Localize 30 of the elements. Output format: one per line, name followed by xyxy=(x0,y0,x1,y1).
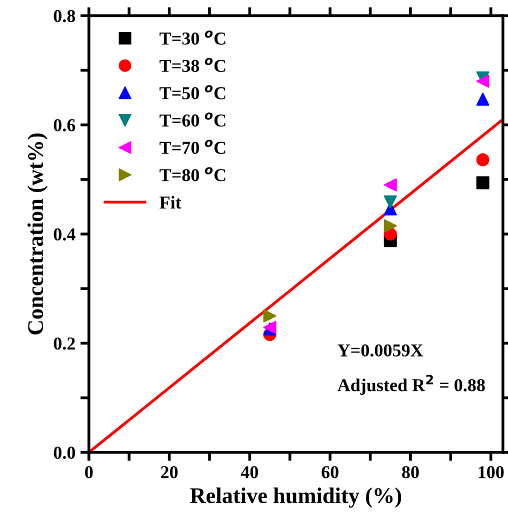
point xyxy=(384,178,397,192)
x-tick-label: 0 xyxy=(85,466,93,478)
y-tick-label: 0.6 xyxy=(54,119,76,132)
x-tick-label: 40 xyxy=(240,466,258,478)
x-tick-label: 100 xyxy=(478,466,504,478)
legend-label: T=50 $^{o}$C xyxy=(160,85,226,100)
legend-label: T=70 $^{o}$C xyxy=(160,140,226,154)
point xyxy=(476,74,490,88)
x-axis-title: Relative humidity (%) xyxy=(190,488,402,508)
point xyxy=(476,92,490,106)
point xyxy=(384,195,397,208)
x-tick-label: 60 xyxy=(322,466,338,478)
point xyxy=(476,153,490,166)
legend-label: T=30 $^{o}$C xyxy=(160,30,226,45)
x-tick-label: 20 xyxy=(161,466,178,478)
y-tick-label: 0.0 xyxy=(54,446,76,459)
legend-label: T=60 $^{o}$C xyxy=(160,112,226,127)
annotation: Y=0.0059X xyxy=(338,344,424,357)
point xyxy=(476,176,490,190)
legend-label: T=80 $^{o}$C xyxy=(160,167,226,182)
point xyxy=(263,309,276,322)
y-tick-label: 0.8 xyxy=(54,10,76,22)
y-axis-title: Concentration (wt%) xyxy=(27,133,48,334)
legend-label: Fit xyxy=(160,196,182,209)
annotation: Adjusted R$^{2}$ = 0.88 xyxy=(337,374,485,395)
y-tick-label: 0.4 xyxy=(54,228,76,241)
x-tick-label: 80 xyxy=(402,466,419,478)
point xyxy=(384,219,397,232)
y-tick-label: 0.2 xyxy=(54,337,75,350)
legend-label: T=38 $^{o}$C xyxy=(160,58,226,72)
